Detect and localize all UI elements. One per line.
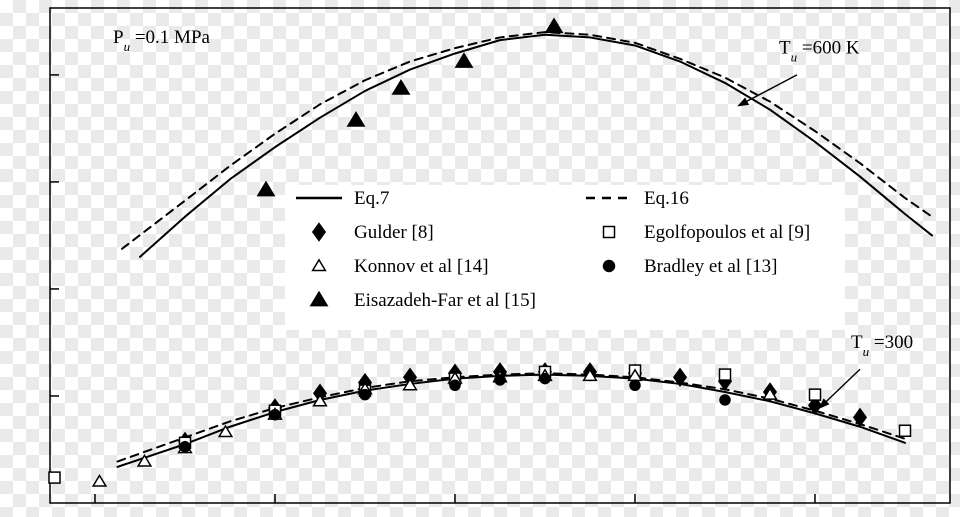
svg-text:Tu =300: Tu =300 — [851, 332, 913, 359]
svg-text:Pu =0.1 MPa: Pu =0.1 MPa — [113, 27, 211, 54]
svg-text:Eq.16: Eq.16 — [644, 188, 689, 209]
svg-text:Eisazadeh-Far et al [15]: Eisazadeh-Far et al [15] — [354, 290, 536, 311]
svg-text:Bradley et al [13]: Bradley et al [13] — [644, 256, 777, 277]
svg-text:Konnov et al [14]: Konnov et al [14] — [354, 256, 489, 277]
svg-text:Egolfopoulos et al [9]: Egolfopoulos et al [9] — [644, 222, 810, 243]
chart-svg: Pu =0.1 MPa Tu =600 K Tu =300 Eq.7 Eq.16 Guld… — [0, 0, 960, 517]
svg-text:Tu =600 K: Tu =600 K — [779, 37, 860, 64]
svg-text:Eq.7: Eq.7 — [354, 188, 389, 209]
chart-stage: Pu =0.1 MPa Tu =600 K Tu =300 Eq.7 Eq.16 Guld… — [0, 0, 960, 517]
svg-text:Gulder [8]: Gulder [8] — [354, 222, 434, 243]
